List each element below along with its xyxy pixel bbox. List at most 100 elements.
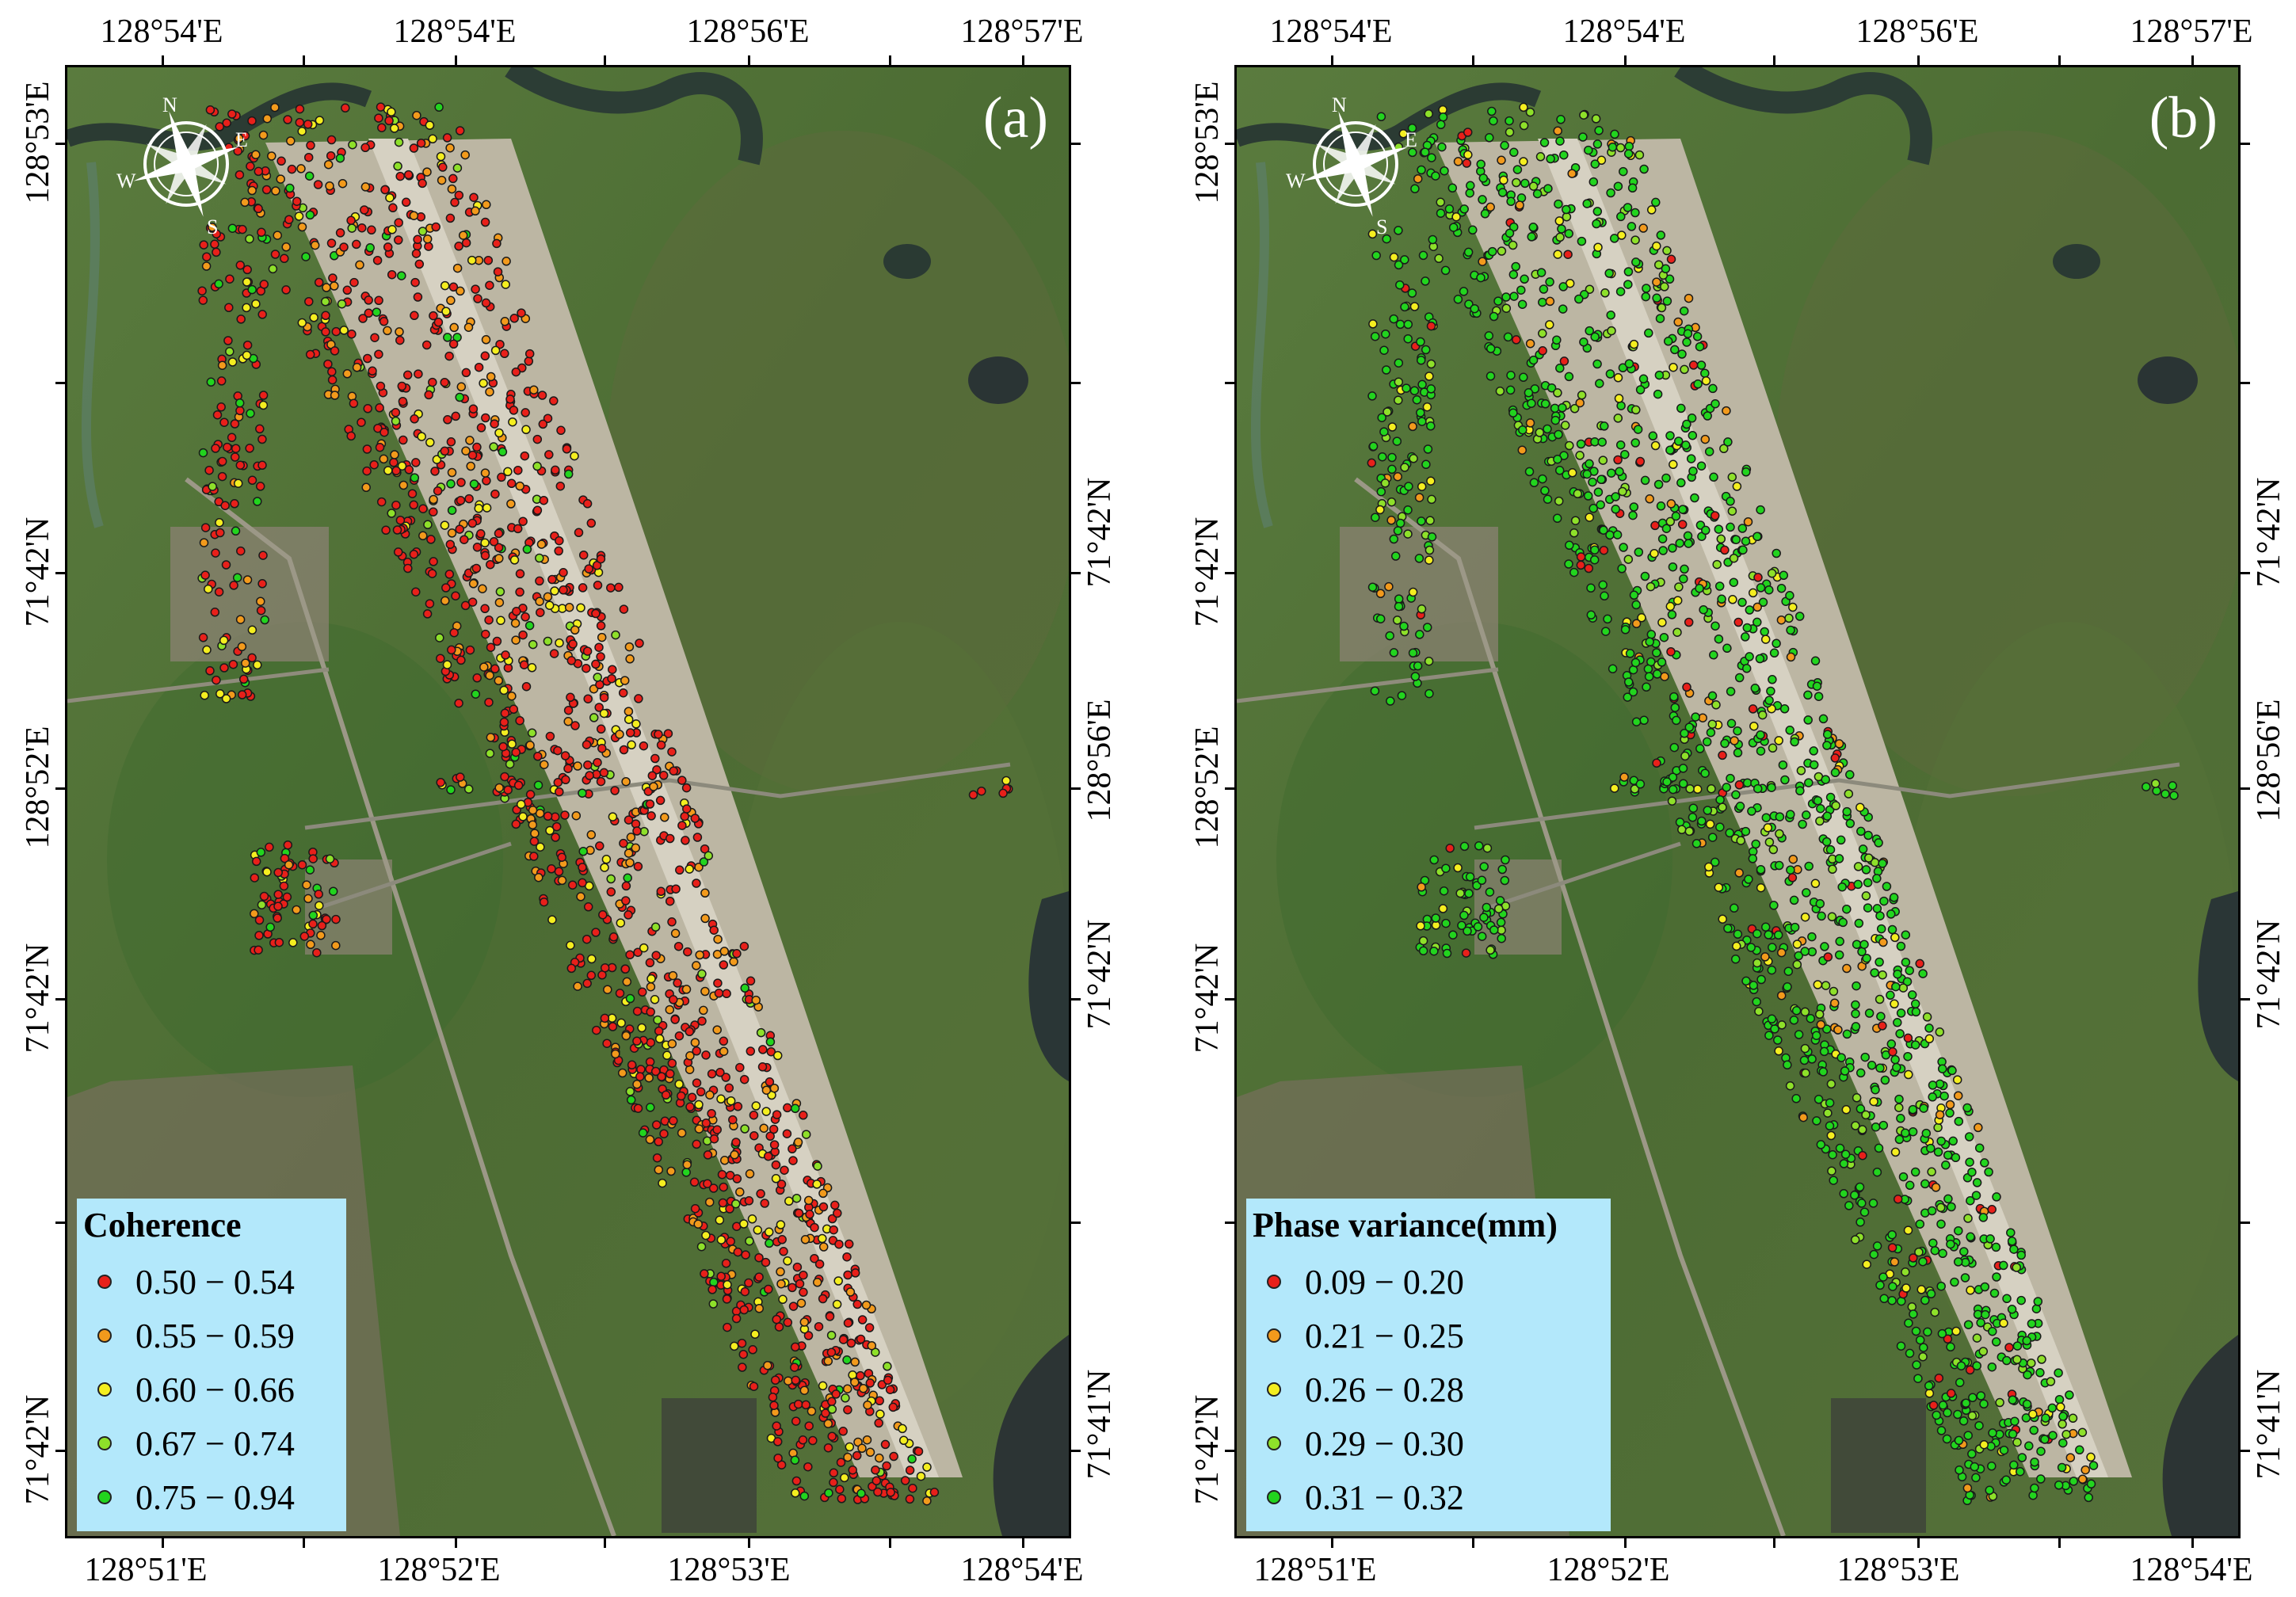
measurement-point: [635, 1072, 645, 1081]
legend-title: Coherence: [83, 1206, 242, 1244]
measurement-point: [1861, 1110, 1871, 1120]
measurement-point: [1972, 1361, 1981, 1370]
measurement-point: [1461, 948, 1471, 958]
measurement-point: [227, 357, 238, 367]
measurement-point: [651, 1120, 662, 1130]
measurement-point: [231, 444, 241, 453]
frame-tick: [2191, 1538, 2194, 1548]
measurement-point: [1711, 700, 1721, 710]
measurement-point: [384, 116, 394, 126]
measurement-point: [1394, 260, 1404, 270]
measurement-point: [1730, 903, 1739, 913]
measurement-point: [1479, 913, 1489, 922]
measurement-point: [446, 785, 456, 795]
measurement-point: [1992, 1192, 2001, 1202]
measurement-point: [753, 1225, 763, 1235]
measurement-point: [308, 919, 318, 929]
measurement-point: [273, 890, 283, 899]
measurement-point: [1812, 1116, 1821, 1126]
measurement-point: [507, 739, 517, 749]
measurement-point: [1590, 332, 1600, 342]
measurement-point: [749, 1130, 759, 1141]
measurement-point: [331, 940, 341, 951]
left-coord-label: 71°42'N: [20, 1394, 56, 1505]
measurement-point: [376, 102, 386, 112]
measurement-point: [409, 143, 419, 153]
measurement-point: [1591, 114, 1601, 124]
measurement-point: [744, 1196, 754, 1206]
measurement-point: [1453, 863, 1463, 873]
measurement-point: [582, 978, 592, 989]
measurement-point: [1708, 383, 1718, 394]
measurement-point: [654, 1164, 664, 1175]
measurement-point: [867, 1340, 877, 1351]
measurement-point: [1624, 359, 1634, 368]
measurement-point: [535, 553, 544, 563]
measurement-point: [1985, 1234, 1995, 1244]
measurement-point: [845, 1287, 856, 1297]
measurement-point: [1756, 730, 1765, 740]
measurement-point: [596, 724, 606, 734]
measurement-point: [632, 1036, 642, 1046]
measurement-point: [1737, 597, 1747, 608]
bottom-coord-label: 128°52'E: [377, 1552, 501, 1588]
measurement-point: [1612, 530, 1623, 539]
frame-tick: [55, 1450, 65, 1452]
measurement-point: [1827, 1166, 1836, 1176]
measurement-point: [369, 459, 379, 470]
measurement-point: [1967, 1167, 1977, 1177]
measurement-point: [1876, 1012, 1886, 1021]
measurement-point: [645, 958, 655, 968]
measurement-point: [430, 467, 440, 476]
measurement-point: [212, 410, 223, 420]
measurement-point: [1811, 1031, 1821, 1040]
measurement-point: [521, 408, 530, 417]
measurement-point: [1741, 976, 1751, 986]
measurement-point: [754, 1252, 764, 1263]
measurement-point: [814, 1259, 825, 1269]
measurement-point: [598, 910, 608, 920]
measurement-point: [330, 281, 339, 291]
measurement-point: [1858, 1150, 1867, 1161]
measurement-point: [697, 969, 707, 979]
measurement-point: [1524, 467, 1535, 477]
measurement-point: [1951, 1153, 1961, 1163]
measurement-point: [637, 1023, 646, 1033]
measurement-point: [256, 605, 266, 616]
measurement-point: [1980, 1158, 1989, 1168]
measurement-point: [578, 847, 588, 856]
measurement-point: [387, 269, 397, 280]
measurement-point: [257, 227, 266, 238]
measurement-point: [1611, 505, 1620, 514]
measurement-point: [390, 124, 399, 133]
measurement-point: [1402, 383, 1411, 393]
measurement-point: [1862, 1260, 1871, 1269]
measurement-point: [1802, 810, 1811, 820]
measurement-point: [1911, 1326, 1921, 1336]
measurement-point: [471, 563, 482, 574]
frame-tick: [2241, 143, 2250, 145]
measurement-point: [273, 867, 283, 878]
measurement-point: [1965, 1157, 1974, 1167]
measurement-point: [1484, 331, 1494, 341]
measurement-point: [2037, 1355, 2046, 1364]
measurement-point: [1392, 436, 1402, 446]
measurement-point: [2086, 1479, 2096, 1489]
satellite-map: N E S W (b) Phase variance(mm) 0.09 − 0.…: [1234, 65, 2241, 1538]
measurement-point: [429, 557, 438, 566]
measurement-point: [1408, 648, 1418, 658]
measurement-point: [1370, 686, 1380, 696]
measurement-point: [517, 308, 526, 318]
measurement-point: [197, 286, 207, 295]
measurement-point: [349, 398, 359, 409]
measurement-point: [1685, 783, 1695, 794]
measurement-point: [2012, 1341, 2023, 1351]
measurement-point: [865, 1378, 875, 1388]
measurement-point: [1547, 383, 1557, 393]
measurement-point: [805, 1210, 814, 1219]
measurement-point: [1486, 202, 1495, 212]
measurement-point: [593, 581, 603, 590]
measurement-point: [1666, 499, 1676, 509]
measurement-point: [1680, 364, 1689, 375]
measurement-point: [1872, 1167, 1882, 1177]
